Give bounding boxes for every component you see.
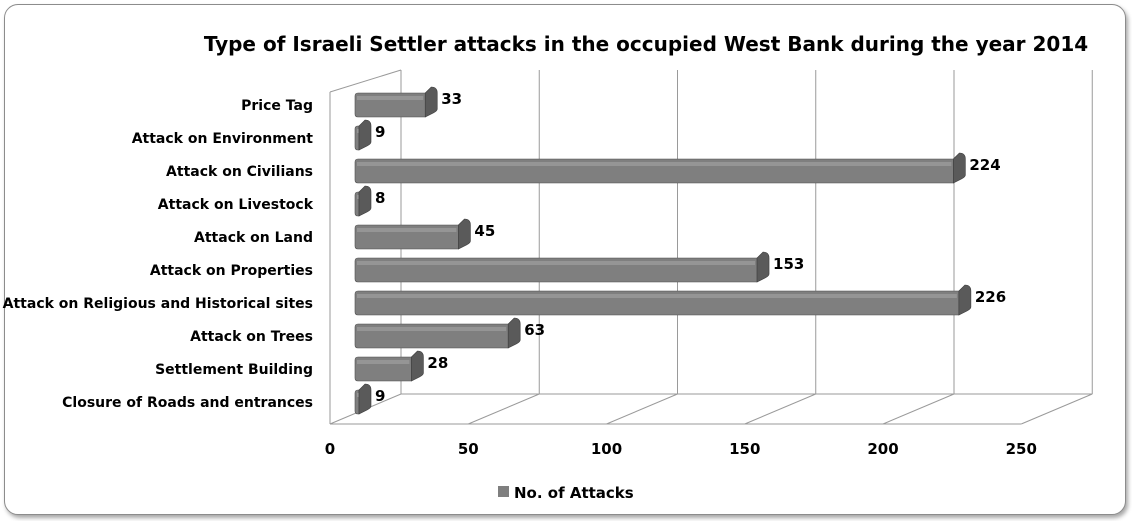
category-label: Price Tag [241, 98, 313, 114]
bar-end-cap [458, 218, 471, 250]
data-label: 8 [375, 189, 385, 207]
category-label: Settlement Building [155, 362, 313, 378]
x-tick-label: 150 [729, 440, 760, 458]
category-label: Attack on Properties [150, 263, 313, 279]
data-label: 226 [975, 288, 1006, 306]
chart-title: Type of Israeli Settler attacks in the o… [204, 32, 1088, 56]
bar-highlight [357, 195, 359, 199]
floor-depth-line [606, 393, 678, 425]
bar-highlight [357, 162, 952, 166]
legend-swatch [498, 486, 509, 497]
x-tick-label: 200 [867, 440, 898, 458]
bar-highlight [357, 294, 957, 298]
bar-highlight [357, 393, 359, 397]
bar-highlight [357, 327, 507, 331]
bar-highlight [357, 261, 756, 265]
bars [354, 86, 972, 415]
data-labels: 33 9 224 8 45 153 226 63 28 9 [375, 90, 1006, 405]
legend-label: No. of Attacks [514, 484, 634, 502]
bar-end-cap [411, 350, 424, 382]
side-wall-top [329, 69, 402, 93]
bar-end-cap [358, 185, 372, 217]
category-label: Attack on Trees [190, 329, 313, 345]
category-label: Attack on Religious and Historical sites [3, 296, 313, 312]
bar-end-cap [953, 152, 966, 184]
bar-highlight [357, 228, 457, 232]
legend: No. of Attacks [498, 484, 634, 502]
data-label: 153 [773, 255, 804, 273]
x-tick-label: 100 [591, 440, 622, 458]
bar-end-cap [756, 251, 770, 283]
category-label: Attack on Livestock [158, 197, 314, 213]
x-tick-label: 50 [458, 440, 479, 458]
category-labels: Price Tag Attack on Environment Attack on … [3, 98, 314, 411]
bar-end-cap [507, 317, 521, 349]
bar-end-cap [358, 383, 372, 415]
bar-highlight [357, 360, 410, 364]
bar-end-cap [424, 86, 438, 118]
data-label: 45 [474, 222, 495, 240]
floor-depth-line [744, 393, 816, 425]
bar-highlight [357, 96, 424, 100]
bar-end-cap [958, 284, 972, 316]
floor-depth-line [468, 393, 540, 425]
x-axis-ticks: 0 50 100 150 200 250 [325, 440, 1037, 458]
x-tick-label: 250 [1006, 440, 1037, 458]
bar-highlight [357, 129, 359, 133]
data-label: 63 [524, 321, 545, 339]
data-label: 9 [375, 387, 385, 405]
category-label: Attack on Civilians [166, 164, 313, 180]
data-label: 28 [427, 354, 448, 372]
data-label: 224 [969, 156, 1000, 174]
floor-depth-line [1021, 393, 1093, 425]
floor-depth-line [882, 393, 955, 425]
data-label: 33 [441, 90, 462, 108]
data-label: 9 [375, 123, 385, 141]
category-label: Attack on Land [194, 230, 313, 246]
category-label: Closure of Roads and entrances [62, 395, 313, 411]
bar-end-cap [358, 119, 372, 151]
x-tick-label: 0 [325, 440, 335, 458]
category-label: Attack on Environment [132, 131, 314, 147]
